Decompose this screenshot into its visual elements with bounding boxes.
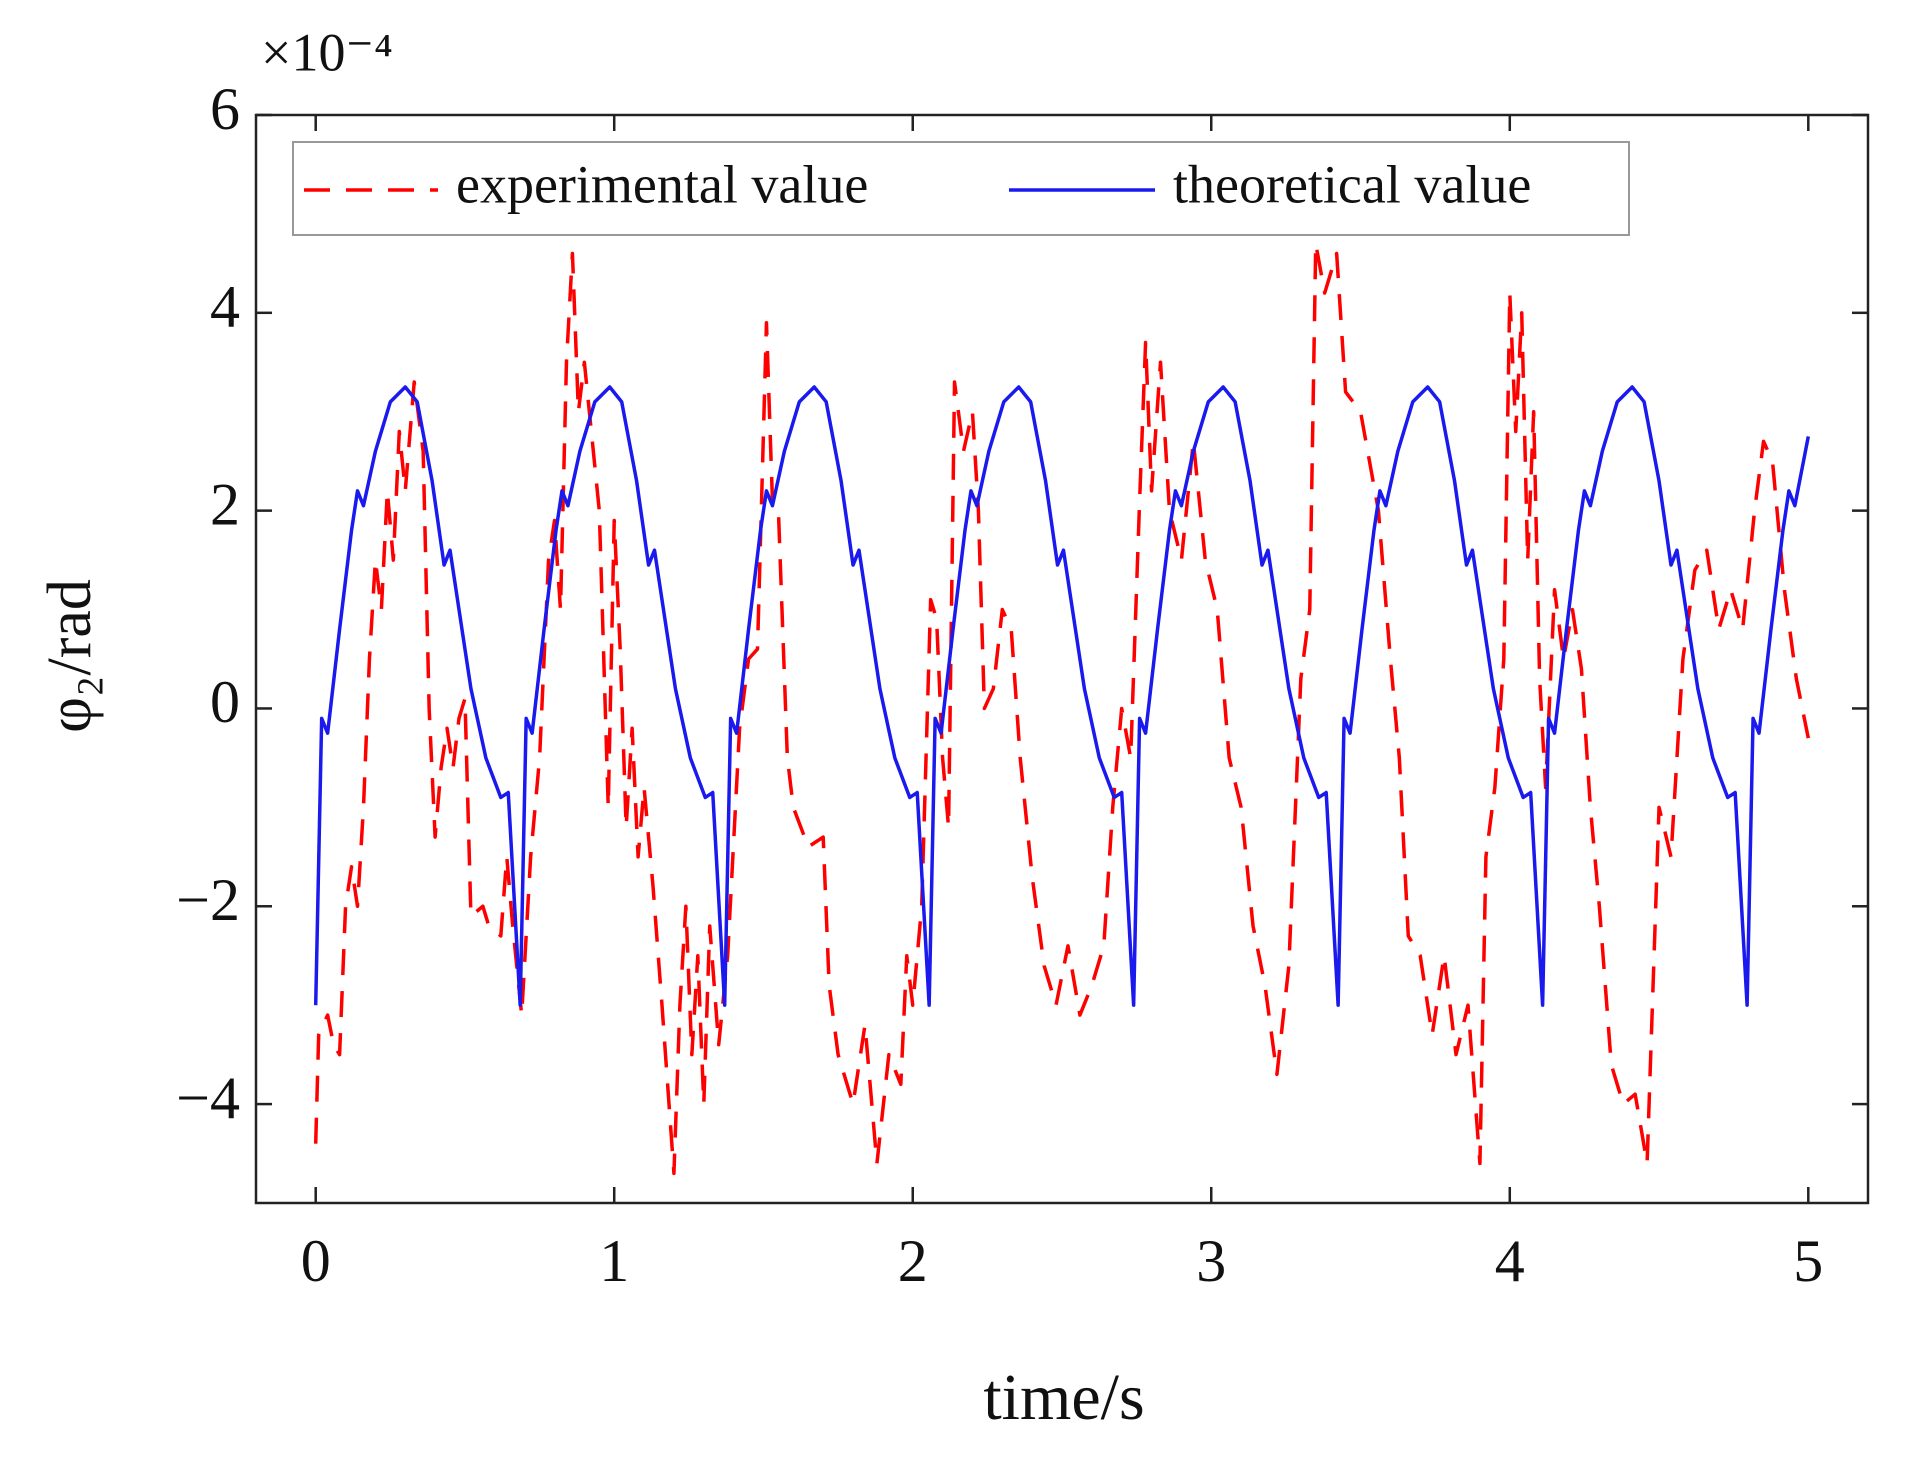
x-tick-label: 0 [301, 1228, 331, 1294]
series-line [313, 385, 1811, 1007]
legend-label: experimental value [456, 154, 868, 214]
y-axis-label: φ₂/rad [36, 579, 104, 733]
x-tick-label: 3 [1196, 1228, 1226, 1294]
x-axis-label: time/s [983, 1361, 1144, 1434]
legend-label: theoretical value [1173, 154, 1531, 214]
legend-box [292, 141, 1630, 236]
y-tick-label: 4 [210, 274, 240, 340]
y-tick-label: −2 [176, 867, 240, 933]
plot-frame [254, 113, 1870, 1205]
y-tick-label: 2 [210, 471, 240, 537]
y-tick-label: 0 [210, 669, 240, 735]
x-tick-label: 4 [1495, 1228, 1525, 1294]
x-tick-label: 1 [599, 1228, 629, 1294]
x-tick-label: 5 [1793, 1228, 1823, 1294]
x-tick-label: 2 [898, 1228, 928, 1294]
y-tick-label: −4 [176, 1065, 240, 1131]
series-line [313, 241, 1811, 1176]
axis-multiplier: ×10⁻⁴ [261, 22, 393, 82]
y-tick-label: 6 [210, 76, 240, 142]
